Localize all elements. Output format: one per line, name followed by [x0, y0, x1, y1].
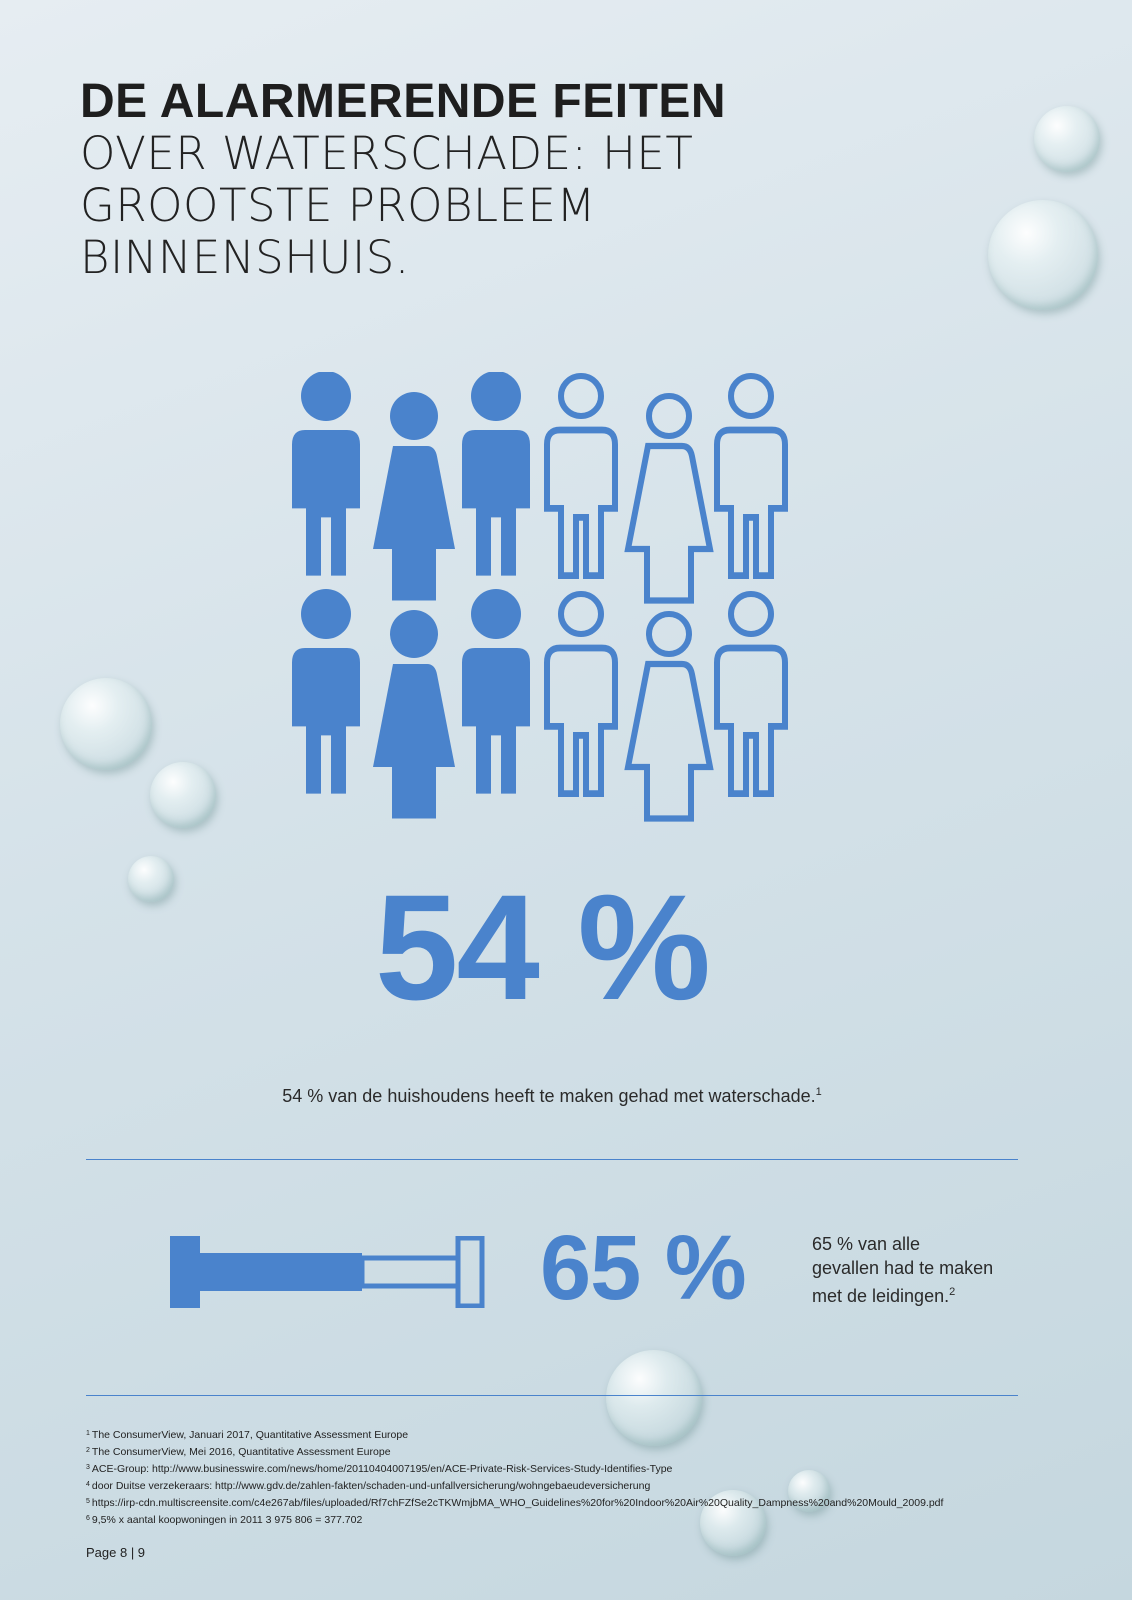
- stat-54-text: 54 % van de huishoudens heeft te maken g…: [282, 1086, 816, 1106]
- footnote-text: 9,5% x aantal koopwoningen in 2011 3 975…: [91, 1514, 363, 1526]
- title-line: OVER WATERSCHADE: HET: [80, 127, 694, 180]
- footnote: 4 door Duitse verzekeraars: http://www.gd…: [86, 1477, 1116, 1494]
- person-icon-outline: [544, 591, 618, 797]
- footnote-number: 6: [86, 1515, 90, 1522]
- person-icon-outline: [544, 373, 618, 579]
- footnote-number: 4: [86, 1481, 90, 1488]
- person-icon-filled: [292, 372, 360, 576]
- stat-54-value: 54 %: [375, 863, 711, 1031]
- footnote: 5 https://irp-cdn.multiscreensite.com/c4e…: [86, 1494, 1116, 1511]
- stat-54-caption: 54 % van de huishoudens heeft te maken g…: [0, 1086, 1104, 1107]
- person-icon-filled: [292, 589, 360, 794]
- footnote-number: 1: [86, 1430, 90, 1437]
- footnote: 3 ACE-Group: http://www.businesswire.com/…: [86, 1460, 1116, 1477]
- person-icon-filled: [373, 392, 455, 601]
- water-droplet-decoration: [606, 1350, 702, 1446]
- footnotes: 1 The ConsumerView, Januari 2017, Quantit…: [86, 1426, 1116, 1528]
- pipe-icon: [170, 1236, 485, 1308]
- page-number: Page 8 | 9: [86, 1545, 146, 1560]
- footnote-text: The ConsumerView, Januari 2017, Quantita…: [91, 1429, 409, 1441]
- divider-line: [86, 1159, 1018, 1160]
- stat-65-value: 65 %: [540, 1217, 747, 1319]
- title-line: BINNENSHUIS.: [80, 231, 410, 284]
- footnote: 6 9,5% x aantal koopwoningen in 2011 3 97…: [86, 1511, 1116, 1528]
- footnote-text: The ConsumerView, Mei 2016, Quantitative…: [91, 1446, 391, 1458]
- stat-65-line: gevallen had te maken: [812, 1258, 994, 1278]
- people-pictogram: [292, 372, 788, 822]
- stat-65-caption: 65 % van alle gevallen had te maken met …: [812, 1232, 1032, 1308]
- water-droplet-decoration: [128, 856, 174, 902]
- footnote-ref: 2: [949, 1286, 956, 1298]
- title-bold: DE ALARMERENDE FEITEN: [80, 75, 727, 128]
- person-icon-filled: [373, 610, 455, 819]
- person-icon-filled: [462, 589, 530, 794]
- stat-65-line: met de leidingen.2: [812, 1280, 1032, 1308]
- water-droplet-decoration: [60, 678, 152, 770]
- footnote-ref: 1: [815, 1086, 822, 1098]
- person-icon-outline: [624, 393, 714, 604]
- footnote: 1 The ConsumerView, Januari 2017, Quantit…: [86, 1426, 1116, 1443]
- title-subtitle: OVER WATERSCHADE: HET GROOTSTE PROBLEEM …: [80, 128, 800, 284]
- title-line: GROOTSTE PROBLEEM: [80, 179, 596, 232]
- person-icon-outline: [624, 611, 714, 822]
- stat-65-line: 65 % van alle: [812, 1234, 921, 1254]
- footnote-number: 5: [86, 1498, 90, 1505]
- water-droplet-decoration: [988, 200, 1098, 310]
- footnote-text: door Duitse verzekeraars: http://www.gdv…: [91, 1480, 651, 1492]
- footnote-number: 2: [86, 1447, 90, 1454]
- footnote-number: 3: [86, 1464, 90, 1471]
- stat-65-text: met de leidingen.: [812, 1286, 950, 1306]
- person-icon-outline: [714, 373, 788, 579]
- person-icon-outline: [714, 591, 788, 797]
- page-title: DE ALARMERENDE FEITEN OVER WATERSCHADE: …: [80, 76, 800, 284]
- footnote: 2 The ConsumerView, Mei 2016, Quantitativ…: [86, 1443, 1116, 1460]
- divider-line: [86, 1395, 1018, 1396]
- person-icon-filled: [462, 372, 530, 576]
- footnote-text: ACE-Group: http://www.businesswire.com/n…: [91, 1463, 673, 1475]
- water-droplet-decoration: [1034, 106, 1100, 172]
- water-droplet-decoration: [700, 1490, 766, 1556]
- footnote-text: https://irp-cdn.multiscreensite.com/c4e2…: [91, 1497, 944, 1509]
- water-droplet-decoration: [788, 1470, 830, 1512]
- water-droplet-decoration: [150, 762, 216, 828]
